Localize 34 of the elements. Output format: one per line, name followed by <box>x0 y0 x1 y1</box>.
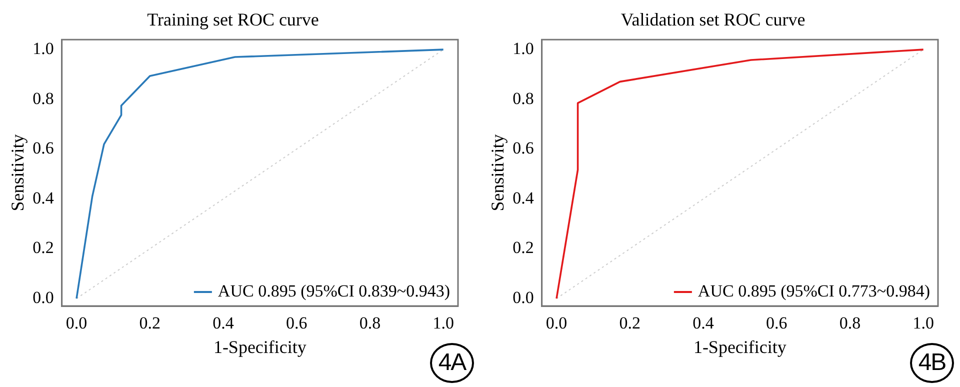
legend-label: AUC 0.895 (95%CI 0.773~0.984) <box>698 281 930 300</box>
x-tick-label: 0.4 <box>692 314 714 333</box>
y-tick-label: 0.8 <box>512 88 534 108</box>
y-axis-title: Sensitivity <box>8 134 28 212</box>
chart-title: Training set ROC curve <box>147 10 319 30</box>
x-tick-label: 0.6 <box>766 314 788 333</box>
x-axis-title: 1-Specificity <box>213 336 306 357</box>
x-tick-label: 0.2 <box>139 314 161 333</box>
x-tick-label: 1.0 <box>912 314 934 333</box>
y-tick-label: 0.0 <box>512 288 534 307</box>
x-tick-label: 0.8 <box>359 314 381 333</box>
x-tick-label: 0.4 <box>212 314 234 333</box>
y-tick-label: 0.2 <box>512 238 534 258</box>
y-tick-label: 0.4 <box>32 188 54 208</box>
y-tick-label: 1.0 <box>512 39 534 58</box>
x-tick-label: 0.8 <box>839 314 861 333</box>
x-axis-title: 1-Specificity <box>693 336 786 357</box>
y-tick-label: 0.6 <box>512 138 534 158</box>
y-tick-label: 0.0 <box>32 288 54 307</box>
y-axis-title: Sensitivity <box>488 134 508 212</box>
y-tick-label: 0.4 <box>512 188 534 208</box>
text: 4A <box>430 343 474 383</box>
y-tick-label: 1.0 <box>32 39 54 58</box>
chart-title: Validation set ROC curve <box>620 10 806 30</box>
y-tick-label: 0.6 <box>32 138 54 158</box>
legend-label: AUC 0.895 (95%CI 0.839~0.943) <box>218 281 450 300</box>
x-tick-label: 1.0 <box>432 314 454 333</box>
y-tick-label: 0.2 <box>32 238 54 258</box>
x-tick-label: 0.6 <box>286 314 308 333</box>
text: 4B <box>910 343 954 383</box>
x-tick-label: 0.0 <box>546 314 568 333</box>
x-tick-label: 0.0 <box>66 314 88 333</box>
x-tick-label: 0.2 <box>619 314 641 333</box>
y-tick-label: 0.8 <box>32 88 54 108</box>
